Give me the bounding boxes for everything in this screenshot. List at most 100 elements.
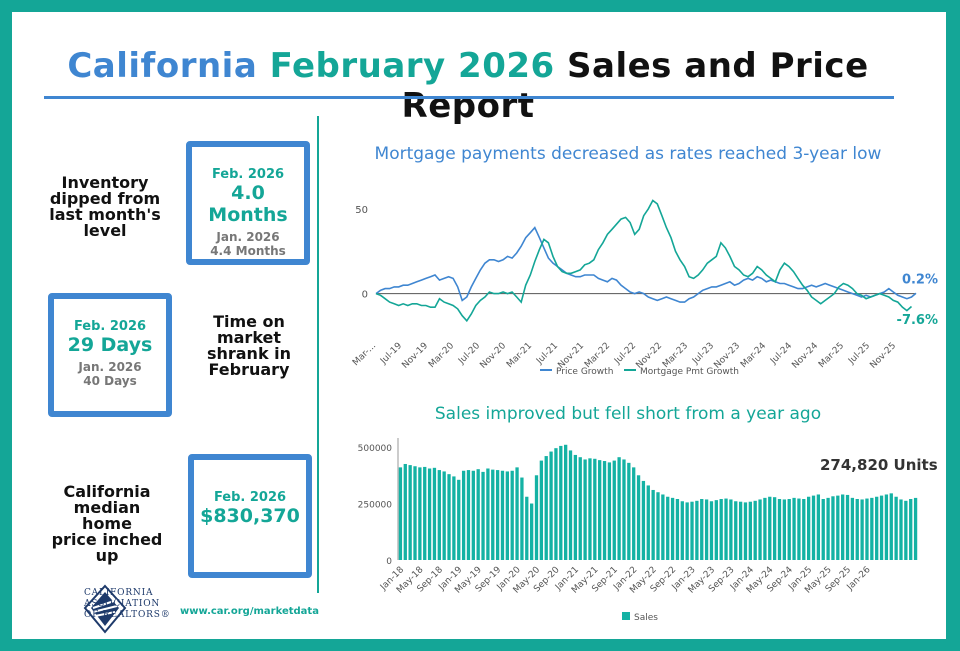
sales-bar [661, 494, 665, 560]
legend-price-label: Price Growth [556, 367, 613, 377]
vertical-divider [317, 116, 319, 593]
sales-bar [481, 471, 485, 560]
sales-bar [534, 475, 539, 560]
median-label-line: California [63, 482, 151, 501]
median-label-line: price inched [51, 530, 163, 549]
sales-bar [855, 499, 859, 560]
y-tick-label: 50 [355, 205, 368, 216]
sales-bar [442, 471, 446, 560]
inventory-current-value: 4.0 Months [208, 182, 288, 226]
logo-wordmark: CALIFORNIA ASSOCIATION OF REALTORS® [84, 588, 171, 621]
sales-bar [413, 466, 417, 560]
sales-bar [588, 458, 592, 560]
line-chart-title: Mortgage payments decreased as rates rea… [374, 144, 882, 164]
sales-bar [753, 500, 757, 560]
inventory-label-line: dipped from [49, 189, 161, 208]
x-tick-label: Nov-19 [400, 341, 430, 371]
sales-bar [904, 500, 908, 560]
market-data-link[interactable]: www.car.org/marketdata [180, 606, 319, 617]
sales-bar [564, 444, 568, 560]
bar-chart-title: Sales improved but fell short from a yea… [434, 404, 822, 424]
x-tick-label: Mar-... [351, 341, 378, 368]
inventory-label: Inventory dipped from last month's level [46, 175, 164, 239]
sales-bar [743, 502, 748, 560]
dom-prior-period: Jan. 2026 [78, 360, 142, 374]
sales-bar [802, 499, 806, 560]
sales-bar [612, 460, 616, 560]
sales-bar [768, 496, 772, 560]
sales-bar [476, 469, 480, 560]
sales-bar [617, 457, 621, 560]
title-part-2: February 2026 [269, 46, 555, 86]
legend-mortgage-label: Mortgage Pmt Growth [640, 367, 739, 377]
sales-bar [836, 495, 840, 560]
sales-bar [544, 456, 548, 560]
sales-bar [865, 498, 869, 560]
sales-bar [607, 462, 612, 560]
median-current-period: Feb. 2026 [213, 490, 287, 505]
sales-bar [632, 467, 636, 560]
sales-bar [471, 470, 475, 560]
sales-bar [724, 498, 728, 560]
title-part-3: Sales and Price Report [401, 46, 869, 126]
time-on-market-box: Feb. 2026 29 Days Jan. 2026 40 Days [48, 293, 172, 417]
logo-line: ASSOCIATION [84, 599, 161, 609]
sales-bar [675, 499, 680, 560]
dom-prior-value: 40 Days [83, 374, 137, 388]
sales-bar [666, 496, 670, 560]
sales-bar [515, 467, 519, 560]
sales-bar [879, 495, 884, 560]
sales-bar [602, 461, 607, 560]
median-current-value: $830,370 [200, 505, 300, 527]
sales-bar [403, 463, 407, 560]
sales-bar [452, 476, 456, 560]
price-growth-line [375, 226, 917, 303]
y-tick-label: 0 [362, 290, 368, 301]
sales-bar [418, 467, 422, 560]
sales-bar [845, 494, 850, 560]
logo-line: OF REALTORS® [84, 610, 171, 620]
sales-bar [539, 460, 544, 560]
y-tick-label: 0 [386, 557, 392, 567]
dom-current-period: Feb. 2026 [73, 319, 147, 334]
sales-bar [797, 498, 801, 560]
median-label-line: median home [73, 498, 141, 533]
inventory-box: Feb. 2026 4.0 Months Jan. 2026 4.4 Month… [186, 141, 310, 265]
sales-bar [719, 499, 723, 560]
inventory-prior-value: 4.4 Months [210, 244, 286, 258]
inventory-current-period: Feb. 2026 [211, 167, 285, 182]
x-tick-label: Mar-22 [583, 341, 612, 370]
dom-current-value: 29 Days [67, 334, 153, 356]
sales-bar [772, 497, 777, 560]
title-part-1: California [67, 46, 258, 86]
dom-label-line: Time on [213, 312, 285, 331]
sales-bar [709, 501, 714, 560]
legend-sales-swatch [622, 612, 630, 620]
sales-bar [763, 497, 767, 560]
mortgage-pmt-growth-line [375, 199, 913, 323]
y-tick-label: 250000 [358, 501, 393, 511]
sales-bar [651, 489, 655, 560]
sales-bar [495, 470, 500, 560]
sales-bar [447, 474, 451, 560]
dom-label-line: February [208, 360, 290, 379]
sales-bar [889, 493, 893, 560]
sales-bar [816, 494, 821, 560]
sales-bar [758, 499, 762, 560]
sales-bar [432, 467, 437, 560]
mortgage-end-label: -7.6% [897, 313, 938, 328]
sales-annotation: 274,820 Units [820, 456, 938, 474]
x-tick-label: Nov-20 [478, 341, 508, 371]
sales-bar [670, 497, 675, 560]
time-on-market-label: Time on market shrank in February [190, 314, 308, 378]
sales-bar [583, 459, 587, 560]
sales-bar [807, 496, 811, 560]
sales-bar [841, 494, 845, 560]
sales-bar [500, 470, 505, 560]
sales-bar [700, 499, 704, 560]
sales-bar [782, 499, 786, 560]
x-tick-label: Nov-24 [790, 341, 820, 371]
sales-bar [826, 497, 830, 560]
sales-bar [427, 468, 432, 560]
